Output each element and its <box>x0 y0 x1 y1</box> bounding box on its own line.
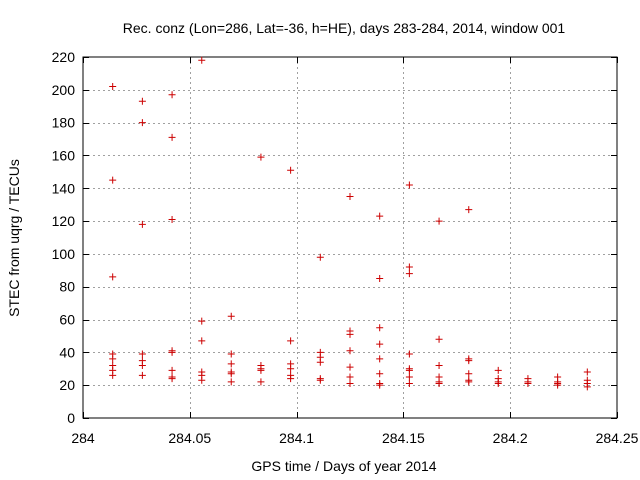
y-tick-label: 40 <box>59 344 75 360</box>
data-point <box>376 275 384 283</box>
y-tick-label: 100 <box>52 246 76 262</box>
data-point <box>405 380 413 388</box>
data-point <box>198 376 206 384</box>
data-point <box>227 360 235 368</box>
data-point <box>405 263 413 271</box>
data-point <box>168 348 176 356</box>
y-tick-label: 80 <box>59 279 75 295</box>
data-point <box>168 375 176 383</box>
y-tick-label: 0 <box>67 410 75 426</box>
y-tick-label: 220 <box>52 49 76 65</box>
data-point <box>257 378 265 386</box>
data-point <box>109 273 117 281</box>
data-point <box>227 350 235 358</box>
data-point <box>257 366 265 374</box>
y-tick-label: 60 <box>59 312 75 328</box>
x-tick-label: 284.2 <box>493 430 528 446</box>
data-point <box>376 212 384 220</box>
data-point <box>405 181 413 189</box>
data-point <box>465 370 473 378</box>
data-point <box>138 119 146 127</box>
data-point <box>346 347 354 355</box>
data-point <box>554 381 562 389</box>
data-point <box>138 220 146 228</box>
data-point <box>405 270 413 278</box>
data-point <box>524 380 532 388</box>
data-point <box>198 317 206 325</box>
data-point <box>346 380 354 388</box>
data-point <box>227 312 235 320</box>
data-point <box>405 350 413 358</box>
data-point <box>494 380 502 388</box>
plot-frame <box>82 56 618 419</box>
data-point <box>376 340 384 348</box>
x-tick-label: 284.1 <box>279 430 314 446</box>
data-point <box>287 337 295 345</box>
data-point <box>287 375 295 383</box>
ticks-layer: 0 20 40 60 80 100 120 140 160 180 200 220 284 284.05 2… <box>52 49 639 446</box>
data-point <box>138 371 146 379</box>
data-point <box>435 335 443 343</box>
x-tick-label: 284.15 <box>382 430 425 446</box>
data-point <box>465 206 473 214</box>
chart-title: Rec. conz (Lon=286, Lat=-36, h=HE), days… <box>123 20 566 36</box>
data-point <box>198 56 206 64</box>
grid-layer <box>83 57 617 418</box>
y-axis-title: STEC from uqrg / TECUs <box>6 159 22 317</box>
data-point <box>287 166 295 174</box>
x-axis-title: GPS time / Days of year 2014 <box>251 458 436 474</box>
data-point <box>109 83 117 91</box>
data-point <box>435 217 443 225</box>
data-point <box>138 350 146 358</box>
data-point <box>109 355 117 363</box>
data-point <box>346 192 354 200</box>
data-point <box>376 355 384 363</box>
data-point <box>376 370 384 378</box>
y-tick-label: 200 <box>52 82 76 98</box>
data-point <box>168 215 176 223</box>
data-point <box>435 361 443 369</box>
data-point <box>316 376 324 384</box>
x-tick-label: 284 <box>71 430 95 446</box>
x-tick-label: 284.25 <box>596 430 639 446</box>
data-point <box>198 337 206 345</box>
data-point <box>583 368 591 376</box>
data-point <box>168 91 176 99</box>
data-point <box>346 363 354 371</box>
data-point <box>583 383 591 391</box>
data-point <box>405 373 413 381</box>
x-tick-label: 284.05 <box>168 430 211 446</box>
y-tick-label: 160 <box>52 147 76 163</box>
data-point <box>494 366 502 374</box>
y-tick-label: 120 <box>52 213 76 229</box>
data-points <box>109 56 591 391</box>
y-tick-label: 180 <box>52 115 76 131</box>
data-point <box>316 253 324 261</box>
data-point <box>227 370 235 378</box>
data-point <box>376 324 384 332</box>
data-point <box>405 366 413 374</box>
data-point <box>346 373 354 381</box>
data-point <box>109 176 117 184</box>
data-point <box>316 358 324 366</box>
data-point <box>346 330 354 338</box>
data-point <box>138 361 146 369</box>
y-tick-label: 140 <box>52 180 76 196</box>
data-point <box>376 381 384 389</box>
data-point <box>465 378 473 386</box>
y-tick-label: 20 <box>59 377 75 393</box>
data-point <box>435 380 443 388</box>
data-point <box>287 365 295 373</box>
data-point <box>168 133 176 141</box>
data-point <box>257 153 265 161</box>
data-point <box>465 357 473 365</box>
data-point <box>138 97 146 105</box>
data-point <box>109 371 117 379</box>
data-point <box>168 366 176 374</box>
data-point <box>227 378 235 386</box>
